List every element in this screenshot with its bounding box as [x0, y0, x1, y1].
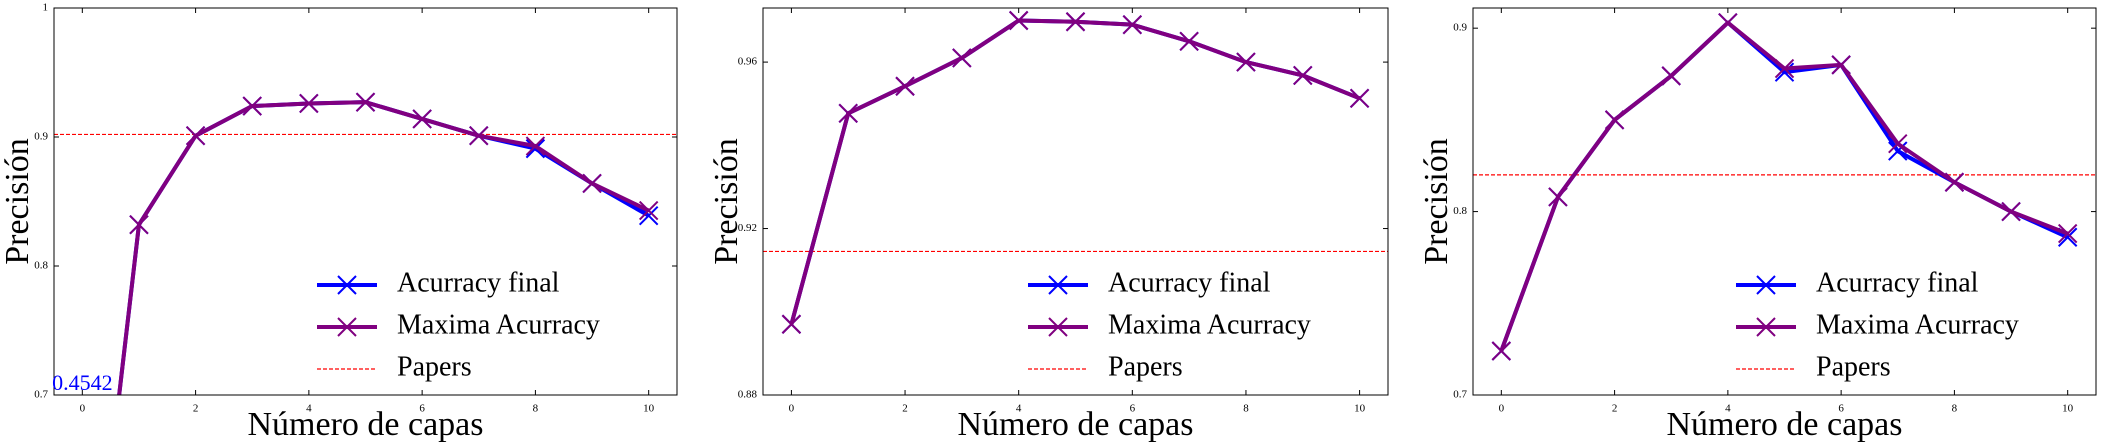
y-tick-label: 0.92 — [738, 222, 757, 234]
data-point — [412, 109, 432, 129]
legend-marker — [337, 275, 357, 295]
data-line — [117, 100, 650, 395]
data-point — [299, 93, 319, 114]
data-point — [525, 136, 546, 156]
chart-panel: 0.88 0.92 0.96 0 2 4 6 8 10 Número de capas Precis… — [708, 7, 1389, 443]
data-point — [781, 314, 802, 334]
data-point — [1888, 134, 1908, 154]
legend-label: Maxima Acurracy — [1108, 309, 1311, 340]
legend-label: Papers — [1816, 351, 1891, 382]
legend-label: Acurracy final — [397, 267, 560, 298]
y-tick-label: 0.8 — [34, 260, 48, 272]
data-point — [469, 126, 489, 146]
legend-label: Maxima Acurracy — [1816, 309, 2019, 340]
x-tick-label: 6 — [1130, 403, 1136, 415]
x-tick-label: 6 — [1838, 403, 1844, 415]
data-point — [1236, 52, 1256, 72]
data-point — [1661, 66, 1681, 86]
legend-label: Acurracy final — [1816, 267, 1979, 298]
data-point — [2057, 223, 2078, 244]
legend-label: Acurracy final — [1108, 267, 1271, 298]
data-line — [117, 100, 650, 395]
x-tick-label: 0 — [1499, 403, 1505, 415]
x-tick-label: 0 — [80, 403, 86, 415]
data-point — [895, 76, 915, 96]
axes-frame — [762, 7, 1389, 396]
data-point — [638, 200, 659, 221]
data-point — [1718, 12, 1738, 33]
annotation: 0.4542 — [52, 370, 113, 395]
legend-label: Maxima Acurracy — [397, 309, 600, 340]
x-tick-label: 10 — [1354, 403, 1366, 415]
legend-marker — [1048, 275, 1068, 295]
legend-marker — [1756, 317, 1776, 337]
x-tick-label: 10 — [643, 403, 655, 415]
data-point — [242, 96, 262, 116]
data-point — [185, 126, 206, 146]
legend-marker — [337, 317, 357, 337]
x-axis-label: Número de capas — [957, 406, 1193, 443]
y-tick-label: 1 — [43, 2, 49, 14]
plot-area — [1473, 12, 2096, 361]
x-tick-label: 4 — [306, 403, 312, 415]
x-tick-label: 2 — [1612, 403, 1618, 415]
data-point — [1491, 341, 1512, 361]
data-point — [582, 173, 602, 194]
axes-frame — [53, 7, 678, 396]
x-tick-label: 6 — [419, 403, 425, 415]
y-axis-label: Precisión — [1418, 138, 1455, 265]
legend-marker — [1048, 317, 1068, 337]
data-point — [1122, 14, 1143, 35]
legend-label: Papers — [1108, 351, 1183, 382]
y-tick-label: 0.9 — [34, 131, 48, 143]
x-tick-label: 8 — [533, 403, 539, 415]
y-tick-label: 0.9 — [1453, 22, 1467, 34]
x-tick-label: 0 — [789, 403, 795, 415]
data-point — [838, 103, 858, 123]
data-point — [1944, 172, 1965, 192]
data-point — [1831, 55, 1851, 75]
y-tick-label: 0.88 — [738, 389, 758, 401]
x-tick-label: 4 — [1016, 403, 1022, 415]
data-point — [1008, 10, 1029, 31]
legend-label: Papers — [397, 351, 472, 382]
data-point — [129, 215, 149, 235]
y-axis-label: Precisión — [0, 138, 36, 265]
data-point — [1065, 12, 1086, 32]
x-tick-label: 2 — [902, 403, 908, 415]
data-point — [1774, 58, 1795, 79]
data-point — [952, 48, 972, 68]
data-line — [789, 18, 1361, 325]
y-tick-label: 0.7 — [34, 389, 48, 401]
data-point — [1604, 110, 1625, 130]
plot-area — [763, 10, 1388, 334]
y-axis-label: Precisión — [708, 138, 745, 265]
data-point — [1888, 141, 1908, 161]
x-tick-label: 2 — [193, 403, 199, 415]
plot-area — [54, 92, 677, 395]
data-point — [1349, 88, 1370, 109]
data-point — [525, 138, 546, 159]
y-tick-label: 0.7 — [1453, 389, 1467, 401]
data-line — [789, 18, 1361, 325]
y-tick-label: 0.96 — [738, 56, 758, 68]
x-axis-label: Número de capas — [1666, 406, 1902, 443]
x-tick-label: 4 — [1725, 403, 1731, 415]
data-point — [1179, 31, 1199, 51]
data-point — [1293, 65, 1313, 86]
y-tick-label: 0.8 — [1453, 205, 1467, 217]
x-tick-label: 8 — [1952, 403, 1958, 415]
data-point — [2001, 201, 2021, 222]
x-axis-label: Número de capas — [247, 406, 483, 443]
legend-marker — [1756, 275, 1776, 295]
chart-panel: 0.7 0.8 0.9 0 2 4 6 8 10 Número de capas Precisión… — [1418, 7, 2097, 443]
data-point — [1548, 187, 1568, 207]
x-tick-label: 10 — [2062, 403, 2074, 415]
data-point — [355, 92, 376, 112]
x-tick-label: 8 — [1243, 403, 1249, 415]
axes-frame — [1472, 7, 2097, 396]
